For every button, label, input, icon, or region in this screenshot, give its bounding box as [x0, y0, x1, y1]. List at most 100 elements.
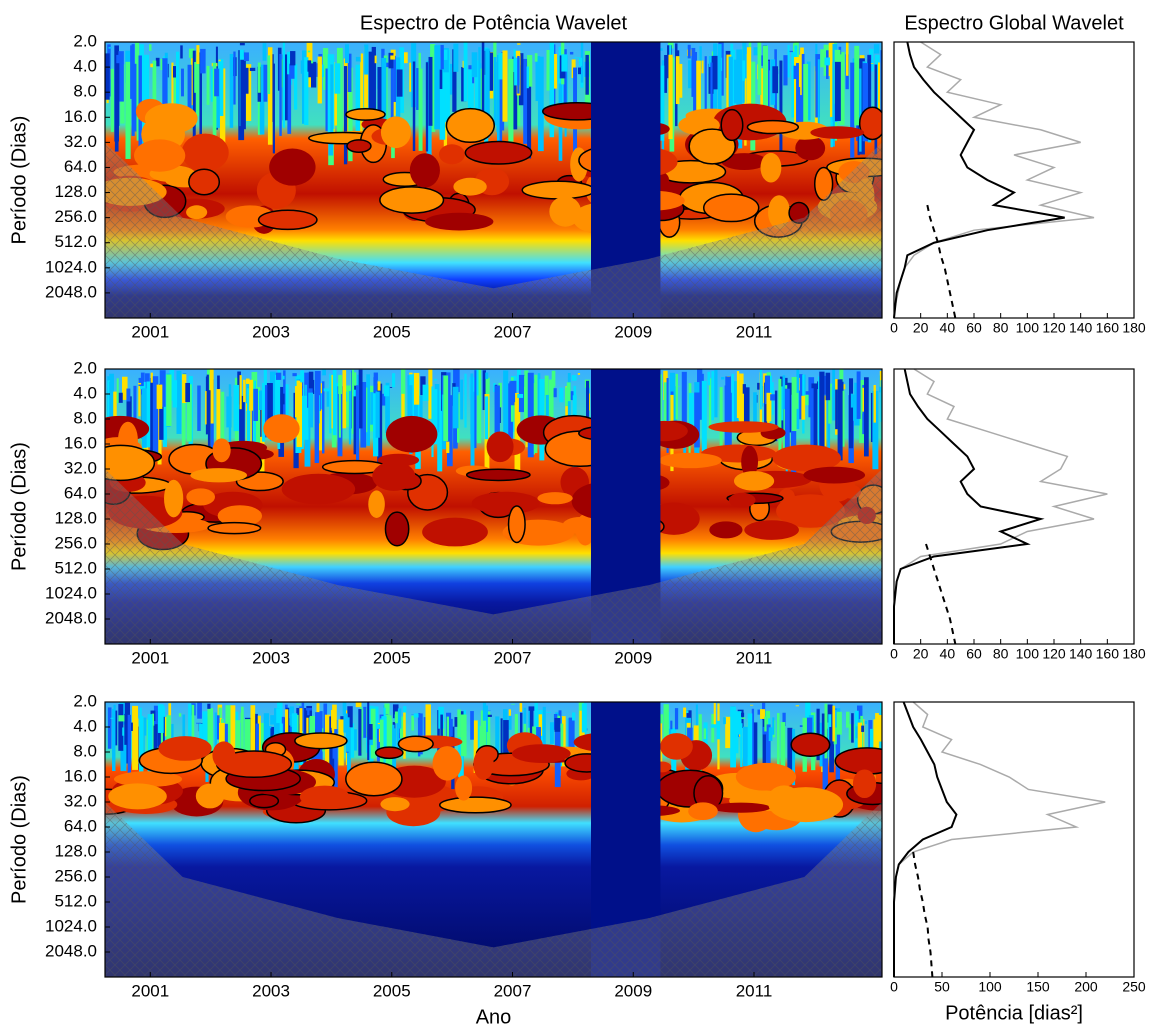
texture	[203, 711, 208, 740]
blob	[455, 776, 472, 801]
x-tick-label: 140	[1069, 646, 1093, 662]
texture	[730, 706, 736, 767]
texture	[276, 373, 281, 380]
texture	[196, 45, 199, 64]
texture	[561, 54, 567, 71]
texture	[282, 376, 284, 380]
texture	[470, 711, 474, 740]
texture	[743, 727, 748, 767]
y-tick-label: 512.0	[54, 232, 97, 251]
texture	[741, 717, 745, 719]
x-tick-label: 20	[913, 320, 929, 336]
texture	[725, 717, 731, 748]
texture	[457, 709, 461, 737]
texture	[760, 370, 762, 410]
x-tick-label: 0	[890, 320, 898, 336]
texture	[737, 371, 739, 418]
texture	[329, 374, 331, 434]
y-tick-label: 16.0	[64, 766, 97, 785]
x-tick-label: 250	[1122, 979, 1146, 995]
texture	[849, 378, 853, 448]
texture	[308, 51, 310, 53]
y-tick-label: 4.0	[73, 383, 97, 402]
texture	[392, 373, 395, 387]
texture	[777, 713, 780, 771]
texture	[485, 396, 488, 439]
texture	[173, 380, 177, 407]
texture	[723, 717, 726, 724]
y-axis-label: Período (Dias)	[8, 116, 30, 245]
blob	[761, 153, 782, 183]
x-tick-label: 60	[966, 320, 982, 336]
texture	[464, 374, 466, 428]
x-tick-label: 2009	[614, 322, 652, 341]
texture	[181, 69, 184, 97]
blob	[368, 490, 385, 518]
blob	[803, 467, 865, 484]
texture	[696, 704, 698, 726]
blob	[487, 431, 514, 462]
texture	[324, 388, 329, 391]
y-tick-label: 2.0	[73, 31, 97, 50]
texture	[142, 388, 147, 448]
texture	[346, 717, 350, 751]
texture	[498, 53, 502, 79]
texture	[857, 371, 861, 418]
texture	[258, 63, 261, 93]
blob	[425, 213, 493, 231]
texture	[819, 372, 824, 450]
blob	[744, 520, 799, 540]
y-axis-label: Período (Dias)	[8, 775, 30, 904]
blob	[659, 453, 722, 468]
texture	[689, 393, 694, 425]
texture	[714, 703, 716, 727]
texture	[267, 383, 273, 420]
x-tick-label: 150	[1026, 979, 1050, 995]
y-axis-label: Período (Dias)	[8, 442, 30, 571]
x-tick-label: 2007	[494, 648, 532, 667]
texture	[528, 373, 534, 458]
texture	[830, 59, 832, 117]
blob	[522, 181, 594, 199]
blob	[145, 103, 198, 133]
y-tick-label: 256.0	[54, 533, 97, 552]
texture	[356, 57, 360, 62]
texture	[250, 68, 255, 71]
x-tick-label: 50	[934, 979, 950, 995]
texture	[783, 55, 787, 85]
blob	[440, 797, 511, 813]
texture	[256, 724, 259, 753]
texture	[717, 721, 720, 739]
texture	[353, 390, 355, 397]
y-tick-label: 256.0	[54, 866, 97, 885]
wavelet-field	[78, 42, 902, 318]
y-tick-label: 128.0	[54, 182, 97, 201]
texture	[414, 713, 419, 717]
spectrum-line	[894, 369, 1107, 644]
y-tick-label: 8.0	[73, 82, 97, 101]
x-tick-label: 140	[1069, 320, 1093, 336]
texture	[411, 716, 414, 731]
blob	[467, 469, 530, 480]
y-tick-label: 512.0	[54, 558, 97, 577]
blob	[250, 794, 279, 807]
texture	[207, 66, 210, 105]
texture	[394, 56, 396, 102]
blob	[346, 762, 402, 796]
spectrum-line	[894, 369, 1041, 644]
blob	[300, 786, 350, 808]
y-tick-label: 32.0	[64, 791, 97, 810]
blob	[208, 523, 261, 534]
texture	[343, 702, 347, 715]
texture	[157, 385, 163, 409]
texture	[196, 723, 201, 724]
texture	[874, 44, 879, 53]
blob	[212, 741, 235, 768]
texture	[453, 44, 458, 72]
texture	[824, 58, 830, 66]
y-tick-label: 32.0	[64, 458, 97, 477]
texture	[176, 371, 181, 434]
texture	[358, 709, 361, 756]
texture	[308, 393, 313, 428]
y-tick-label: 128.0	[54, 841, 97, 860]
